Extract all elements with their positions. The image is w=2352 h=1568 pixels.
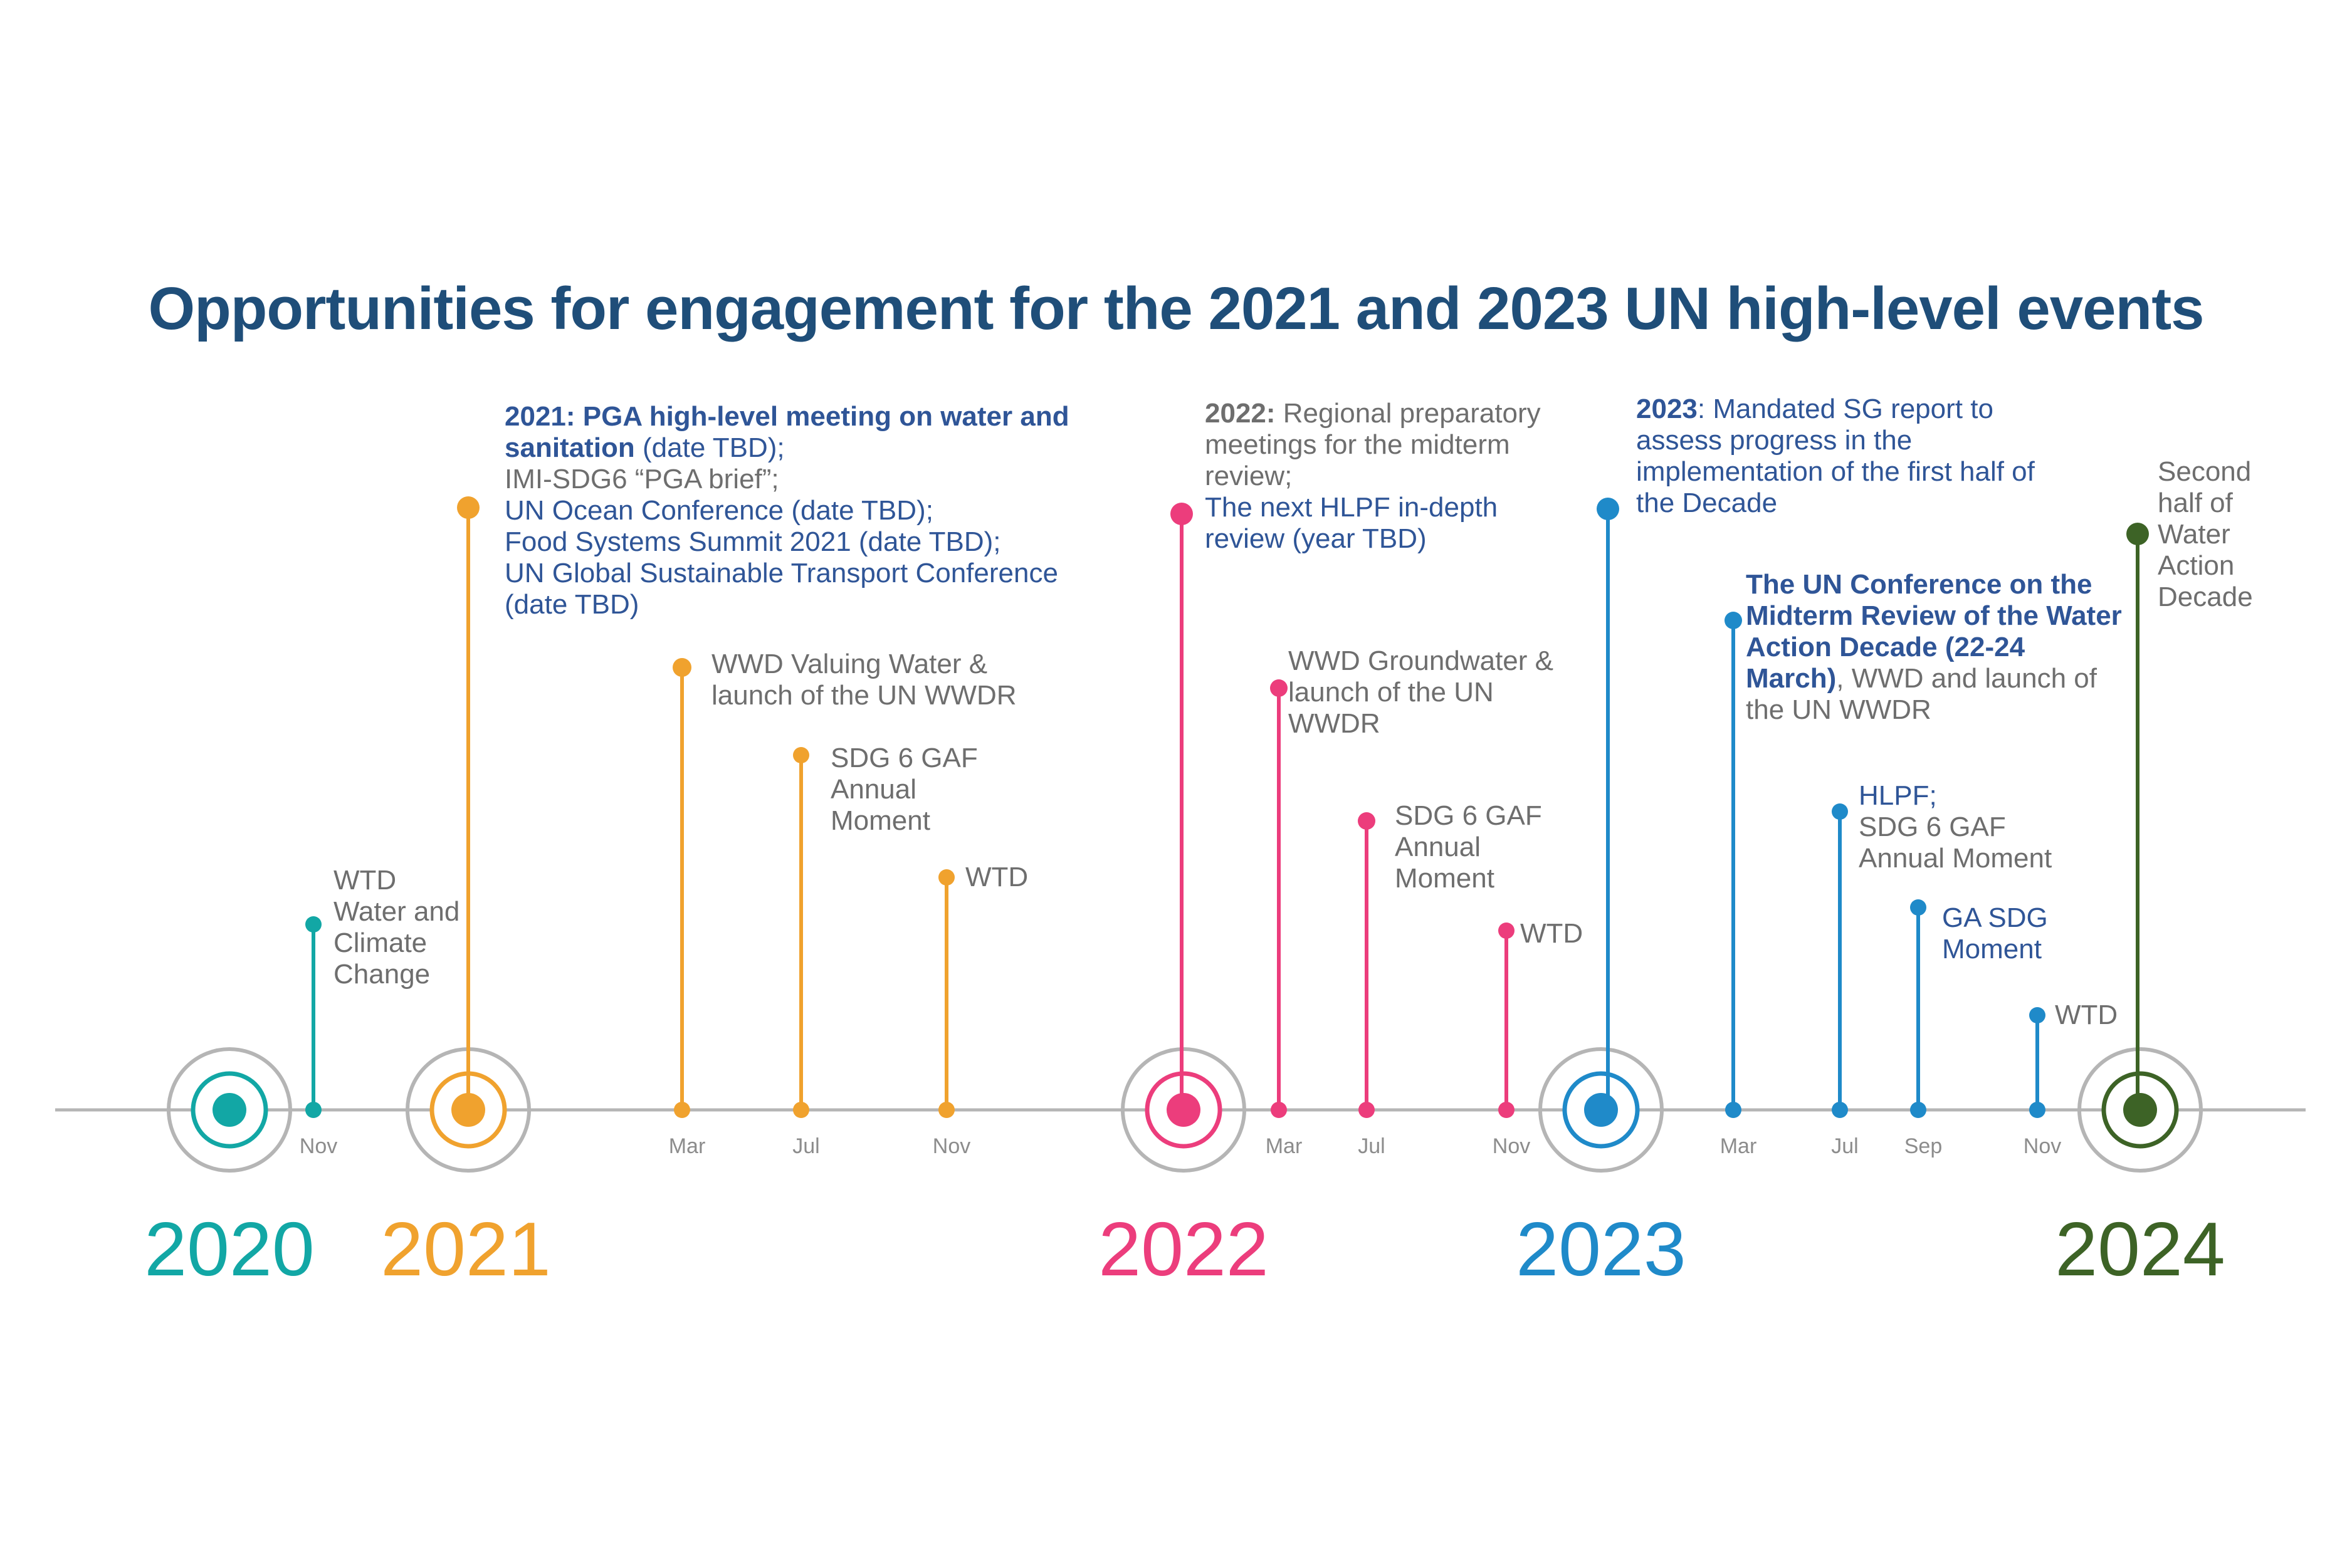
- event-label-4-segment-1: SDG 6 GAF Annual Moment: [831, 743, 978, 836]
- month-label-10: Sep: [1904, 1134, 1943, 1158]
- year-label-2022: 2022: [1098, 1206, 1268, 1292]
- event-label-2-segment-1: 2021: PGA high-level meeting on water an…: [505, 401, 1069, 463]
- event-label-10: 2023: Mandated SG report to assess progr…: [1636, 394, 2037, 519]
- year-marker-outer-ring-2024: [2077, 1047, 2203, 1173]
- event-dot-11: [1725, 612, 1742, 629]
- event-label-12-segment-1: HLPF;: [1859, 780, 1937, 811]
- event-label-15: Second half of Water Action Decade: [2158, 456, 2321, 613]
- event-label-2-segment-4: UN Ocean Conference (date TBD); Food Syst…: [505, 495, 1058, 620]
- event-label-6-segment-3: The next HLPF in-depth review (year TBD): [1205, 492, 1498, 554]
- diagram-title: Opportunities for engagement for the 202…: [148, 275, 2204, 342]
- year-marker-dot-2023: [1584, 1093, 1618, 1127]
- month-label-1: Nov: [300, 1134, 337, 1158]
- event-label-9: WTD: [1520, 918, 1646, 949]
- event-label-1: WTD Water and Climate Change: [333, 865, 496, 990]
- event-label-11-segment-2: , WWD and launch of the UN WWDR: [1746, 663, 2097, 725]
- event-label-3-segment-1: WWD Valuing Water & launch of the UN WWDR: [711, 649, 1017, 711]
- event-label-8-segment-1: SDG 6 GAF Annual Moment: [1395, 800, 1542, 894]
- event-label-13: GA SDG Moment: [1942, 902, 2092, 965]
- event-label-13-segment-1: GA SDG Moment: [1942, 902, 2048, 964]
- year-label-2023: 2023: [1516, 1206, 1686, 1292]
- month-label-11: Nov: [2024, 1134, 2061, 1158]
- event-dot-9: [1498, 923, 1515, 939]
- event-label-10-segment-2: : Mandated SG report to assess progress …: [1636, 394, 2035, 518]
- event-label-11: The UN Conference on the Midterm Review …: [1746, 569, 2122, 726]
- event-dot-13: [1910, 899, 1926, 916]
- event-dot-6: [1170, 503, 1193, 525]
- year-marker-dot-2024: [2123, 1093, 2157, 1127]
- event-label-2-segment-2: (date TBD);: [634, 432, 785, 463]
- year-marker-dot-2020: [213, 1093, 246, 1127]
- event-label-6-segment-1: 2022:: [1205, 398, 1276, 429]
- month-label-8: Mar: [1720, 1134, 1757, 1158]
- event-label-4: SDG 6 GAF Annual Moment: [831, 743, 1019, 837]
- event-label-14: WTD: [2055, 1000, 2180, 1031]
- event-label-1-segment-1: WTD Water and Climate Change: [333, 865, 460, 990]
- year-label-2020: 2020: [144, 1206, 314, 1292]
- year-marker-outer-ring-2023: [1538, 1047, 1664, 1173]
- event-label-12: HLPF; SDG 6 GAF Annual Moment: [1859, 780, 2109, 874]
- year-label-2021: 2021: [381, 1206, 550, 1292]
- event-label-12-segment-2: SDG 6 GAF Annual Moment: [1859, 812, 2052, 874]
- event-label-8: SDG 6 GAF Annual Moment: [1395, 800, 1583, 894]
- event-label-5-segment-1: WTD: [965, 862, 1029, 892]
- event-dot-4: [793, 747, 809, 763]
- event-label-2: 2021: PGA high-level meeting on water an…: [505, 401, 1125, 620]
- event-label-14-segment-1: WTD: [2055, 1000, 2118, 1030]
- event-label-2-segment-3: IMI-SDG6 “PGA brief”;: [505, 464, 779, 494]
- event-label-6-segment-2: Regional preparatory meetings for the mi…: [1205, 398, 1541, 491]
- month-label-9: Jul: [1831, 1134, 1858, 1158]
- event-dot-15: [2126, 523, 2149, 545]
- event-dot-10: [1597, 498, 1619, 520]
- year-marker-outer-ring-2020: [167, 1047, 292, 1173]
- event-label-11-segment-1: The UN Conference on the Midterm Review …: [1746, 569, 2122, 694]
- event-dot-1: [305, 916, 322, 933]
- event-label-9-segment-1: WTD: [1520, 918, 1583, 949]
- month-label-4: Nov: [933, 1134, 970, 1158]
- event-dot-5: [938, 869, 955, 886]
- event-label-3: WWD Valuing Water & launch of the UN WWDR: [711, 649, 1063, 711]
- month-label-5: Mar: [1266, 1134, 1303, 1158]
- event-dot-12: [1832, 803, 1848, 820]
- event-label-6: 2022: Regional preparatory meetings for …: [1205, 398, 1562, 555]
- month-label-3: Jul: [792, 1134, 819, 1158]
- year-label-2024: 2024: [2055, 1206, 2225, 1292]
- event-dot-14: [2029, 1007, 2045, 1023]
- month-label-6: Jul: [1358, 1134, 1385, 1158]
- month-label-2: Mar: [669, 1134, 706, 1158]
- event-label-15-segment-1: Second half of Water Action Decade: [2158, 456, 2253, 612]
- event-label-5: WTD: [965, 862, 1091, 893]
- event-dot-2: [457, 496, 480, 519]
- event-dot-8: [1358, 812, 1375, 830]
- event-label-10-segment-1: 2023: [1636, 394, 1698, 424]
- event-label-7-segment-1: WWD Groundwater & launch of the UN WWDR: [1288, 645, 1553, 739]
- month-label-7: Nov: [1493, 1134, 1530, 1158]
- event-dot-7: [1270, 679, 1288, 697]
- event-dot-3: [673, 658, 691, 677]
- event-label-7: WWD Groundwater & launch of the UN WWDR: [1288, 645, 1589, 740]
